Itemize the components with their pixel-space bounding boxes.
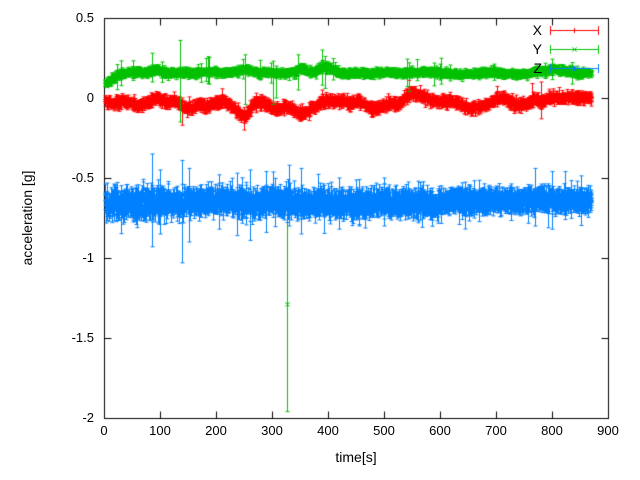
y-tick-label: 0.5 [75,10,94,25]
x-tick-label: 800 [541,423,563,438]
x-tick-label: 200 [205,423,227,438]
x-tick-label: 900 [597,423,619,438]
y-tick-label: -1.5 [71,330,94,345]
x-tick-label: 500 [373,423,395,438]
x-tick-label: 0 [100,423,108,438]
legend-label-z: Z [533,60,542,76]
y-axis-title: acceleration [g] [19,170,35,266]
y-tick-label: 0 [86,90,94,105]
x-tick-label: 400 [317,423,339,438]
x-tick-label: 300 [261,423,283,438]
legend-label-y: Y [532,41,542,57]
x-tick-label: 700 [485,423,507,438]
y-tick-label: -0.5 [71,170,94,185]
x-tick-label: 600 [429,423,451,438]
y-tick-label: -2 [82,410,94,425]
x-axis-title: time[s] [335,449,377,465]
x-tick-label: 100 [149,423,171,438]
legend-label-x: X [532,22,542,38]
y-tick-label: -1 [82,250,94,265]
